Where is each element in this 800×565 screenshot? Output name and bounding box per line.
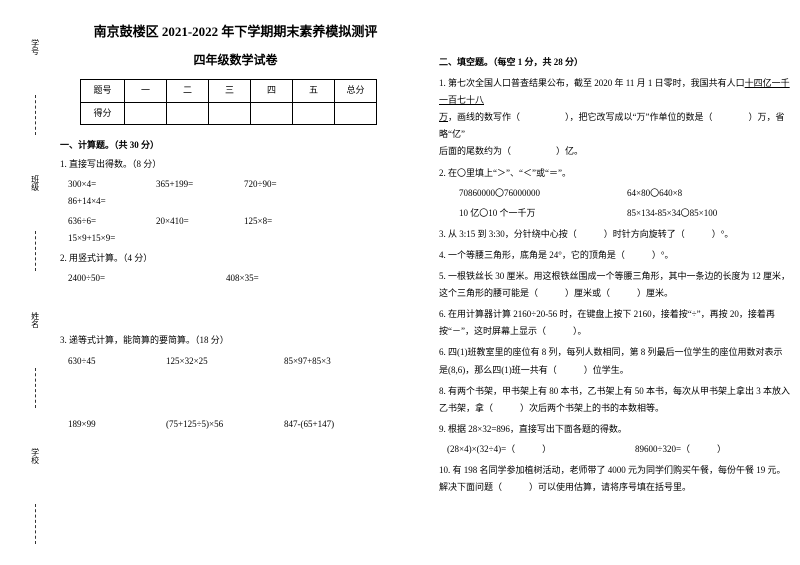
binding-label: 姓名 [27, 312, 42, 328]
table-cell [251, 102, 293, 124]
question: 9. 根据 28×32=896，直接写出下面各题的得数。 [439, 421, 790, 438]
math-expression: 189×99 [68, 416, 158, 433]
math-expression: 86+14×4= [68, 193, 148, 210]
question-text: 1. 第七次全国人口普查结果公布，截至 2020 年 11 月 1 日零时，我国… [439, 78, 745, 88]
exam-subtitle: 四年级数学试卷 [60, 49, 411, 72]
question: 5. 一根铁丝长 30 厘米。用这根铁丝围成一个等腰三角形，其中一条边的长度为 … [439, 268, 790, 302]
math-expression: 125×8= [244, 213, 324, 230]
math-expression: 630÷45 [68, 353, 158, 370]
question-label: 2. 用竖式计算。（4 分） [60, 250, 411, 267]
underlined-text: 万 [439, 112, 448, 122]
table-header: 二 [167, 80, 209, 102]
math-expression: 10 亿〇10 个一千万 [459, 205, 619, 222]
math-expression: (75+125÷5)×56 [166, 416, 276, 433]
table-header: 题号 [81, 80, 125, 102]
expression-row: (28×4)×(32÷4)=（ ） 89600÷320=（ ） [447, 441, 790, 458]
table-cell [335, 102, 377, 124]
math-expression: 720÷90= [244, 176, 324, 193]
binding-label: 学号 [27, 39, 42, 55]
expression-row: 70860000〇76000000 64×80〇640×8 [459, 185, 790, 202]
question: 6. 四(1)班教室里的座位有 8 列，每列人数相同，第 8 列最后一位学生的座… [439, 344, 790, 378]
content-columns: 南京鼓楼区 2021-2022 年下学期期末素养模拟测评 四年级数学试卷 题号 … [50, 20, 790, 565]
table-header: 一 [125, 80, 167, 102]
math-expression: 64×80〇640×8 [627, 185, 707, 202]
math-expression: 300×4= [68, 176, 148, 193]
work-space [60, 290, 411, 330]
expression-row: 189×99 (75+125÷5)×56 847-(65+147) [68, 416, 411, 433]
score-table: 题号 一 二 三 四 五 总分 得分 [80, 79, 377, 124]
table-header: 三 [209, 80, 251, 102]
dash-line [35, 368, 36, 408]
question: 8. 有两个书架，甲书架上有 80 本书，乙书架上有 50 本书，每次从甲书架上… [439, 383, 790, 417]
expression-row: 10 亿〇10 个一千万 85×134-85×34〇85×100 [459, 205, 790, 222]
expression-row: 630÷45 125×32×25 85×97+85×3 [68, 353, 411, 370]
table-cell [167, 102, 209, 124]
math-expression: 85×97+85×3 [284, 353, 364, 370]
question-label: 3. 递等式计算，能简算的要简算。（18 分） [60, 332, 411, 349]
question: 6. 在用计算器计算 2160÷20-56 时，在键盘上按下 2160，接着按“… [439, 306, 790, 340]
math-expression: 636÷6= [68, 213, 148, 230]
table-header: 五 [293, 80, 335, 102]
table-cell: 得分 [81, 102, 125, 124]
table-row: 得分 [81, 102, 377, 124]
binding-label: 班级 [27, 175, 42, 191]
right-column: 二、填空题。（每空 1 分，共 28 分） 1. 第七次全国人口普查结果公布，截… [439, 20, 790, 565]
exam-page: 学号 班级 姓名 学校 南京鼓楼区 2021-2022 年下学期期末素养模拟测评… [0, 0, 800, 565]
expression-row: 2400÷50= 408×35= [68, 270, 411, 287]
math-expression: 20×410= [156, 213, 236, 230]
math-expression: 70860000〇76000000 [459, 185, 619, 202]
question-continuation: 后面的尾数约为（ ）亿。 [439, 143, 790, 160]
left-column: 南京鼓楼区 2021-2022 年下学期期末素养模拟测评 四年级数学试卷 题号 … [60, 20, 411, 565]
question: 3. 从 3:15 到 3:30，分针绕中心按（ ）时针方向旋转了（ ）°。 [439, 226, 790, 243]
exam-title: 南京鼓楼区 2021-2022 年下学期期末素养模拟测评 [60, 20, 411, 45]
expression-row: 300×4= 365+199= 720÷90= 86+14×4= [68, 176, 411, 210]
question: 10. 有 198 名同学参加植树活动，老师带了 4000 元为同学们购买午餐，… [439, 462, 790, 496]
expression-row: 636÷6= 20×410= 125×8= 15×9+15×9= [68, 213, 411, 247]
math-expression: 408×35= [226, 270, 306, 287]
math-expression: (28×4)×(32÷4)=（ ） [447, 441, 627, 458]
question: 2. 在〇里填上“＞”、“＜”或“＝”。 [439, 165, 790, 182]
dash-line [35, 504, 36, 544]
section-heading: 一、计算题。（共 30 分） [60, 137, 411, 154]
table-header: 总分 [335, 80, 377, 102]
table-cell [209, 102, 251, 124]
math-expression: 2400÷50= [68, 270, 218, 287]
question-text: ，画线的数写作（ ），把它改写成以“万”作单位的数是（ ）万，省略“亿” [439, 112, 785, 139]
question-continuation: 万，画线的数写作（ ），把它改写成以“万”作单位的数是（ ）万，省略“亿” [439, 109, 790, 143]
question: 1. 第七次全国人口普查结果公布，截至 2020 年 11 月 1 日零时，我国… [439, 75, 790, 109]
binding-label: 学校 [27, 448, 42, 464]
math-expression: 125×32×25 [166, 353, 276, 370]
section-heading: 二、填空题。（每空 1 分，共 28 分） [439, 54, 790, 71]
math-expression: 15×9+15×9= [68, 230, 148, 247]
table-row: 题号 一 二 三 四 五 总分 [81, 80, 377, 102]
question-label: 1. 直接写出得数。（8 分） [60, 156, 411, 173]
table-cell [125, 102, 167, 124]
table-cell [293, 102, 335, 124]
work-space [60, 373, 411, 413]
dash-line [35, 231, 36, 271]
math-expression: 365+199= [156, 176, 236, 193]
math-expression: 847-(65+147) [284, 416, 364, 433]
dash-line [35, 95, 36, 135]
table-header: 四 [251, 80, 293, 102]
binding-margin: 学号 班级 姓名 学校 [20, 20, 50, 565]
math-expression: 85×134-85×34〇85×100 [627, 205, 717, 222]
math-expression: 89600÷320=（ ） [635, 441, 726, 458]
question: 4. 一个等腰三角形，底角是 24°，它的顶角是（ ）°。 [439, 247, 790, 264]
